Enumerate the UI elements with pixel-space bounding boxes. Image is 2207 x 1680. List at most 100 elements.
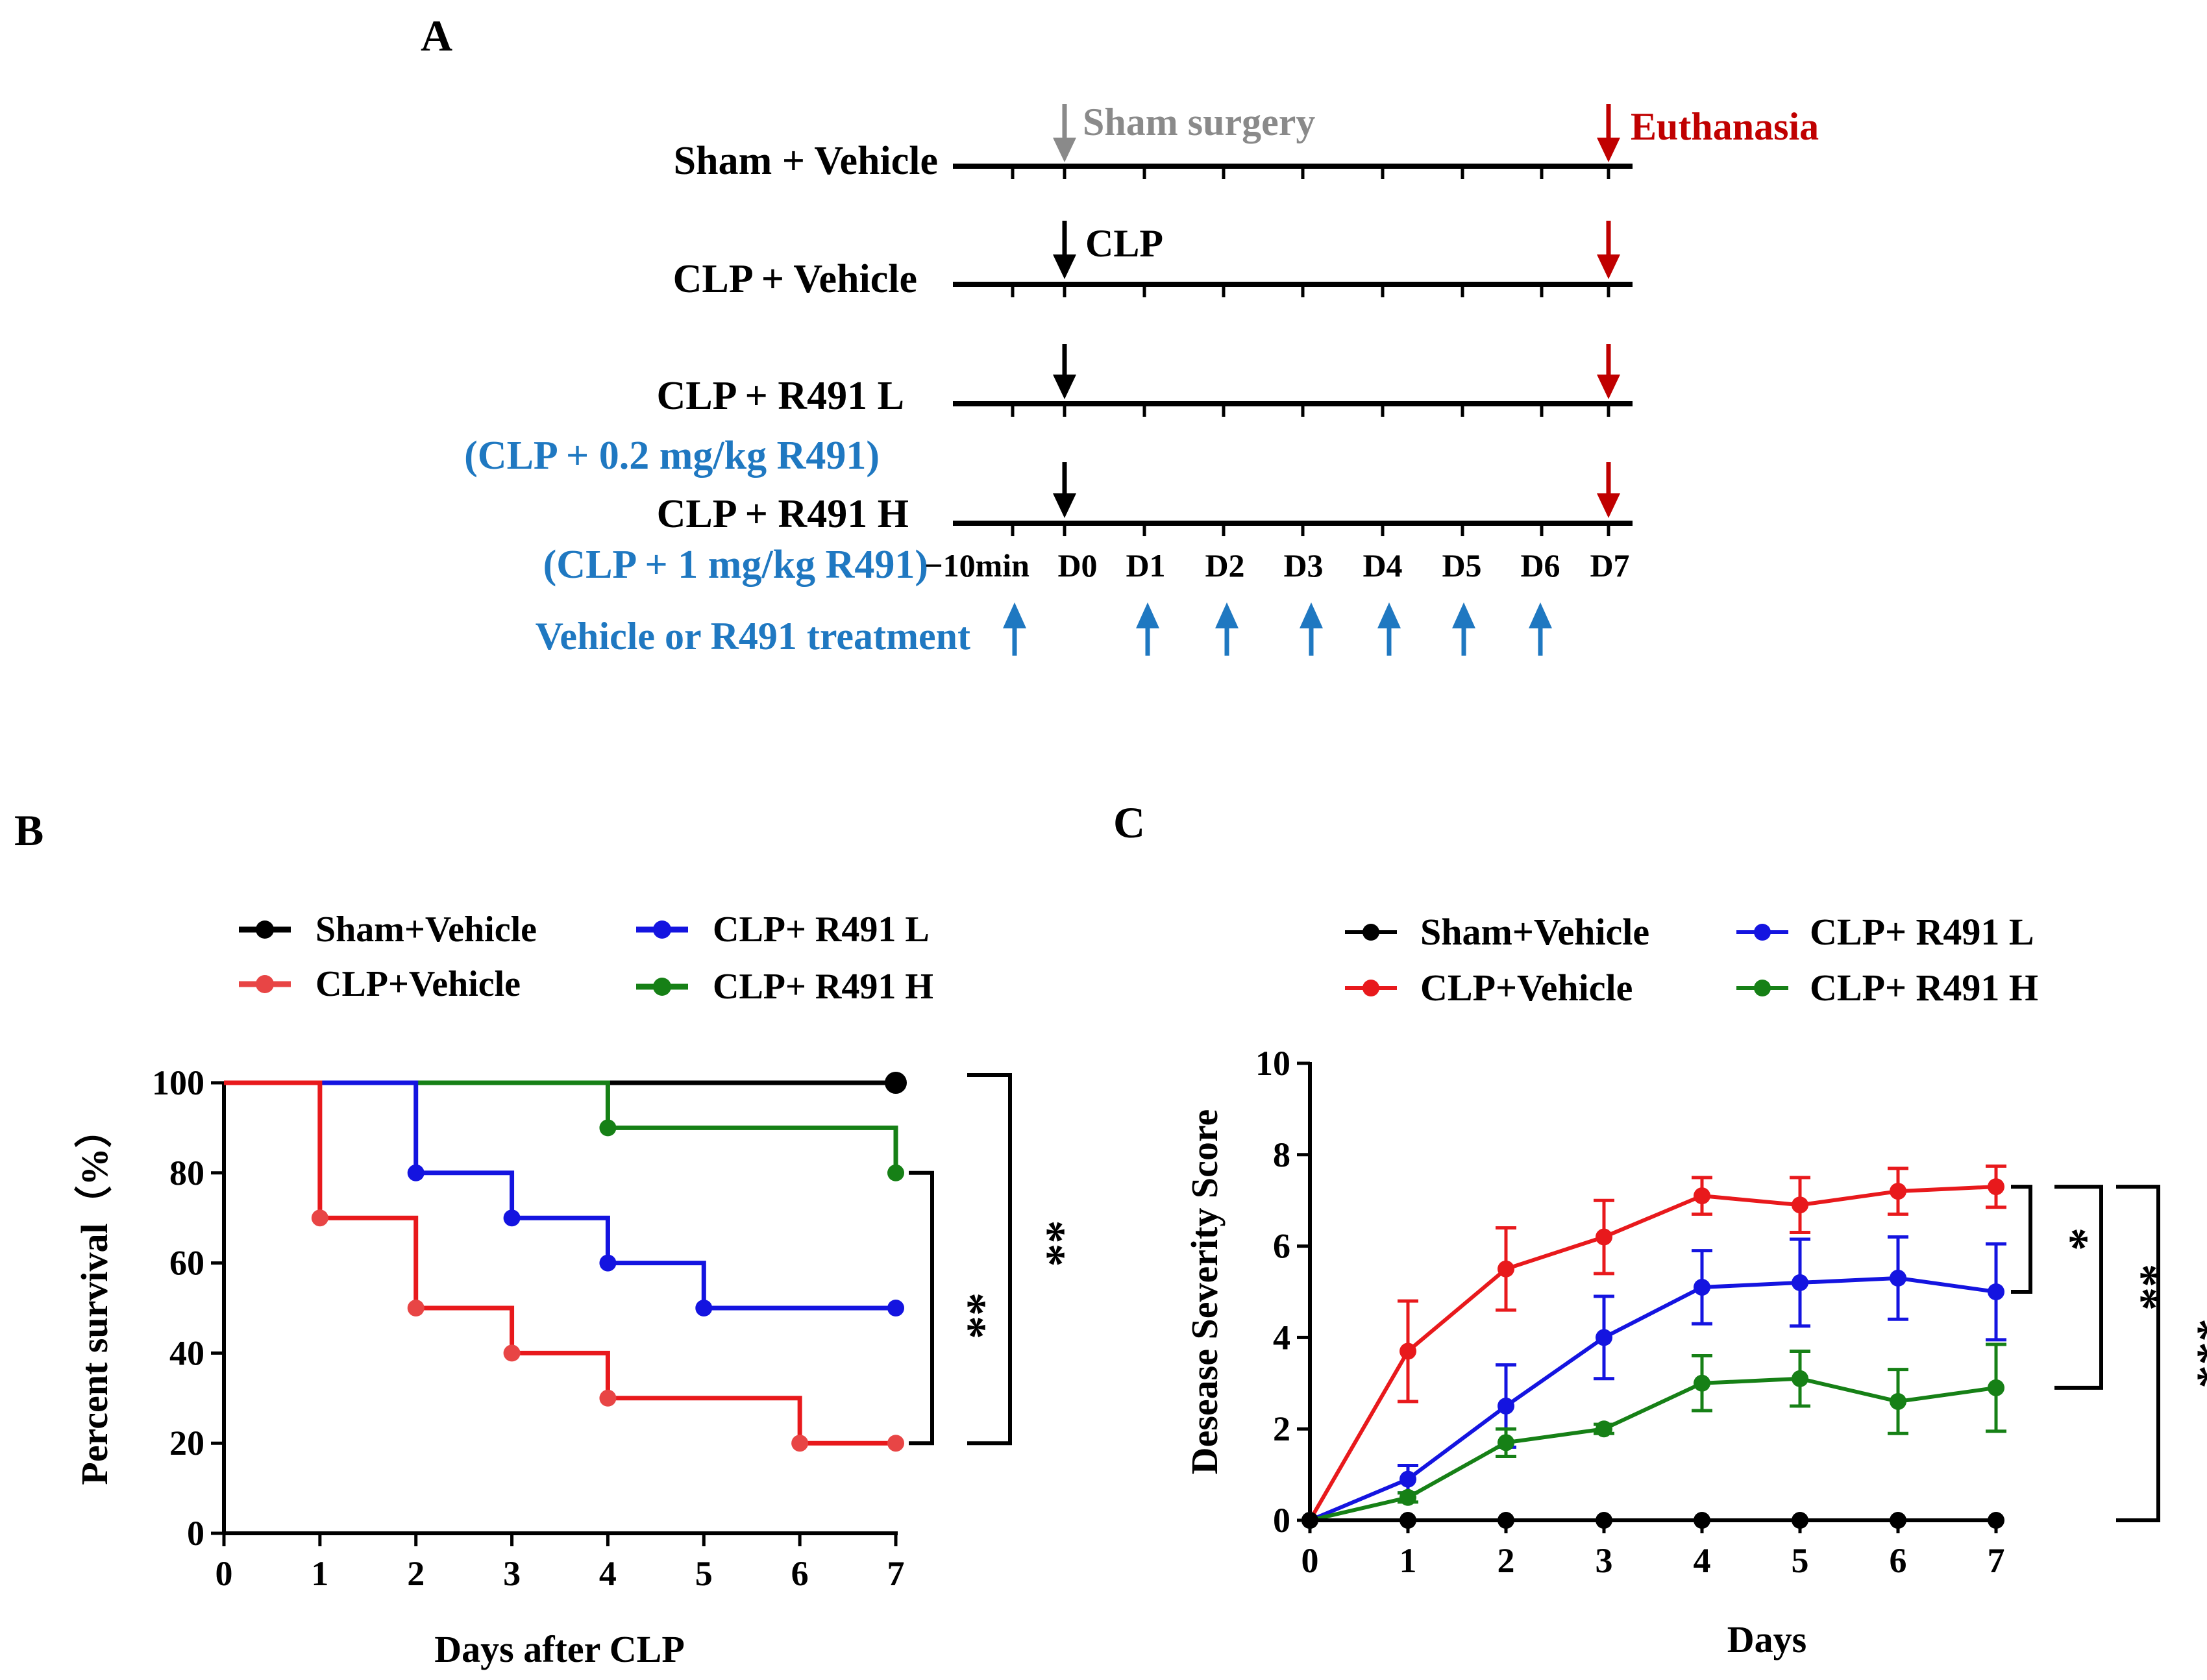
chart-c-xtick-label: 4 bbox=[1694, 1541, 1711, 1580]
chart-b-ytick-label: 0 bbox=[187, 1514, 204, 1553]
survival-point bbox=[791, 1435, 809, 1452]
chart-b-ylabel: Percent survival（%） bbox=[73, 1110, 116, 1485]
treatment-arrow bbox=[1377, 602, 1401, 656]
chart-c-xtick-label: 5 bbox=[1792, 1541, 1809, 1580]
sham-surgery-arrow bbox=[1053, 104, 1076, 162]
legend-c-clp-r491-h: CLP+ R491 H bbox=[1736, 967, 2038, 1009]
survival-point bbox=[887, 1164, 904, 1181]
survival-point bbox=[407, 1164, 425, 1181]
series-sham-vehicle bbox=[1301, 1512, 2004, 1529]
chart-c-xtick-label: 3 bbox=[1596, 1541, 1613, 1580]
chart-b-ytick-label: 80 bbox=[169, 1154, 204, 1192]
chart-c-ytick-label: 8 bbox=[1273, 1135, 1290, 1174]
treatment-arrow bbox=[1300, 602, 1323, 656]
data-point bbox=[1498, 1260, 1514, 1278]
chart-b-xlabel: Days after CLP bbox=[434, 1628, 685, 1670]
legend-b-clp-vehicle-label: CLP+Vehicle bbox=[315, 964, 521, 1004]
clp-arrow-2 bbox=[1053, 344, 1076, 399]
treatment-arrows bbox=[1003, 602, 1552, 656]
data-point bbox=[1890, 1183, 1906, 1200]
sig-label: ** bbox=[2117, 1264, 2169, 1311]
legend-b-clp-r491-h: CLP+ R491 H bbox=[636, 967, 933, 1007]
chart-b-xtick-label: 6 bbox=[791, 1554, 809, 1593]
tick-label-d5: D5 bbox=[1442, 547, 1481, 584]
chart-b-ytick-label: 40 bbox=[169, 1333, 204, 1372]
survival-point bbox=[695, 1300, 713, 1316]
chart-c-ytick-label: 4 bbox=[1273, 1318, 1290, 1357]
treatment-arrow bbox=[1452, 602, 1475, 656]
data-point bbox=[1399, 1512, 1416, 1529]
chart-b-ytick-label: 20 bbox=[169, 1424, 204, 1463]
data-point bbox=[1596, 1420, 1612, 1438]
euthanasia-label: Euthanasia bbox=[1631, 105, 1819, 148]
tick-label-d0: D0 bbox=[1057, 547, 1097, 584]
sig-bracket bbox=[2054, 1185, 2103, 1390]
chart-b-xtick-label: 3 bbox=[503, 1554, 521, 1593]
survival-point bbox=[599, 1389, 617, 1407]
clp-arrow-1 bbox=[1053, 221, 1076, 279]
data-point bbox=[1890, 1269, 1906, 1287]
chart-b-xtick-label: 4 bbox=[599, 1554, 617, 1593]
chart-c-ytick-label: 10 bbox=[1255, 1044, 1290, 1083]
data-point bbox=[1498, 1398, 1514, 1414]
chart-b-xtick-label: 0 bbox=[216, 1554, 233, 1593]
clp-label: CLP bbox=[1085, 222, 1163, 265]
legend-b-clp-r491-h-label: CLP+ R491 H bbox=[713, 967, 933, 1007]
timeline-tick-marks bbox=[1011, 164, 1610, 536]
data-point bbox=[1890, 1512, 1906, 1529]
survival-point bbox=[599, 1254, 617, 1272]
series-clp-r491-h bbox=[1301, 1342, 2006, 1529]
tick-label-d7: D7 bbox=[1590, 547, 1629, 584]
legend-b-clp-r491-l-label: CLP+ R491 L bbox=[713, 909, 930, 950]
sig-label: ** bbox=[944, 1292, 996, 1339]
legend-b-clp-r491-l: CLP+ R491 L bbox=[636, 909, 930, 950]
legend-c-clp-r491-h-label: CLP+ R491 H bbox=[1810, 967, 2038, 1009]
chart-c-xtick-label: 0 bbox=[1301, 1541, 1319, 1580]
panel-c-label: C bbox=[1113, 798, 1145, 847]
timeline-group-clp-r491-h: CLP + R491 H bbox=[657, 492, 909, 536]
data-point bbox=[1988, 1178, 2004, 1196]
chart-c-xlabel: Days bbox=[1727, 1618, 1806, 1661]
treatment-arrow bbox=[1003, 602, 1026, 656]
survival-point bbox=[407, 1300, 425, 1316]
survival-line-clp-r491-h bbox=[224, 1080, 898, 1173]
data-point bbox=[1792, 1512, 1808, 1529]
legend-c-sham-vehicle-label: Sham+Vehicle bbox=[1420, 911, 1649, 953]
chart-c-ytick-label: 2 bbox=[1273, 1409, 1290, 1448]
legend-c-clp-r491-l-label: CLP+ R491 L bbox=[1810, 911, 2034, 953]
data-point bbox=[1596, 1512, 1612, 1529]
line-clp-r491-h bbox=[1309, 1376, 1997, 1522]
survival-line-clp-vehicle bbox=[224, 1080, 896, 1446]
sig-label: *** bbox=[2174, 1318, 2207, 1389]
data-point bbox=[1792, 1196, 1808, 1214]
data-point bbox=[1694, 1512, 1710, 1529]
timeline-dose-high: (CLP + 1 mg/kg R491) bbox=[543, 543, 928, 587]
data-point bbox=[1301, 1512, 1318, 1529]
legend-b: Sham+Vehicle CLP+Vehicle CLP+ R491 L CLP… bbox=[239, 909, 933, 1007]
sig-label: ** bbox=[1023, 1220, 1075, 1267]
chart-c-ytick-label: 6 bbox=[1273, 1227, 1290, 1266]
treatment-arrow bbox=[1215, 602, 1239, 656]
sig-label: * bbox=[2046, 1228, 2098, 1251]
line-clp-vehicle bbox=[1308, 1185, 1997, 1522]
data-point bbox=[1694, 1374, 1710, 1392]
data-point bbox=[1399, 1470, 1416, 1488]
tick-label-minus10min: −10min bbox=[924, 547, 1030, 584]
tick-label-d4: D4 bbox=[1362, 547, 1402, 584]
timeline-group-clp-r491-l: CLP + R491 L bbox=[656, 374, 904, 418]
data-point bbox=[1890, 1392, 1906, 1410]
survival-point bbox=[599, 1119, 617, 1137]
chart-c-xtick-label: 7 bbox=[1988, 1541, 2005, 1580]
timeline-lines bbox=[953, 164, 1633, 526]
chart-c-xtick-label: 6 bbox=[1890, 1541, 1907, 1580]
line-clp-r491-l bbox=[1309, 1276, 1997, 1522]
chart-b-ytick-label: 100 bbox=[152, 1063, 204, 1102]
sham-surgery-label: Sham surgery bbox=[1083, 101, 1315, 143]
survival-point bbox=[503, 1209, 521, 1227]
tick-label-d2: D2 bbox=[1205, 547, 1244, 584]
euthanasia-arrows bbox=[1597, 104, 1620, 518]
treatment-arrow bbox=[1529, 602, 1552, 656]
chart-b-xtick-label: 5 bbox=[695, 1554, 713, 1593]
treatment-label: Vehicle or R491 treatment bbox=[536, 615, 970, 658]
